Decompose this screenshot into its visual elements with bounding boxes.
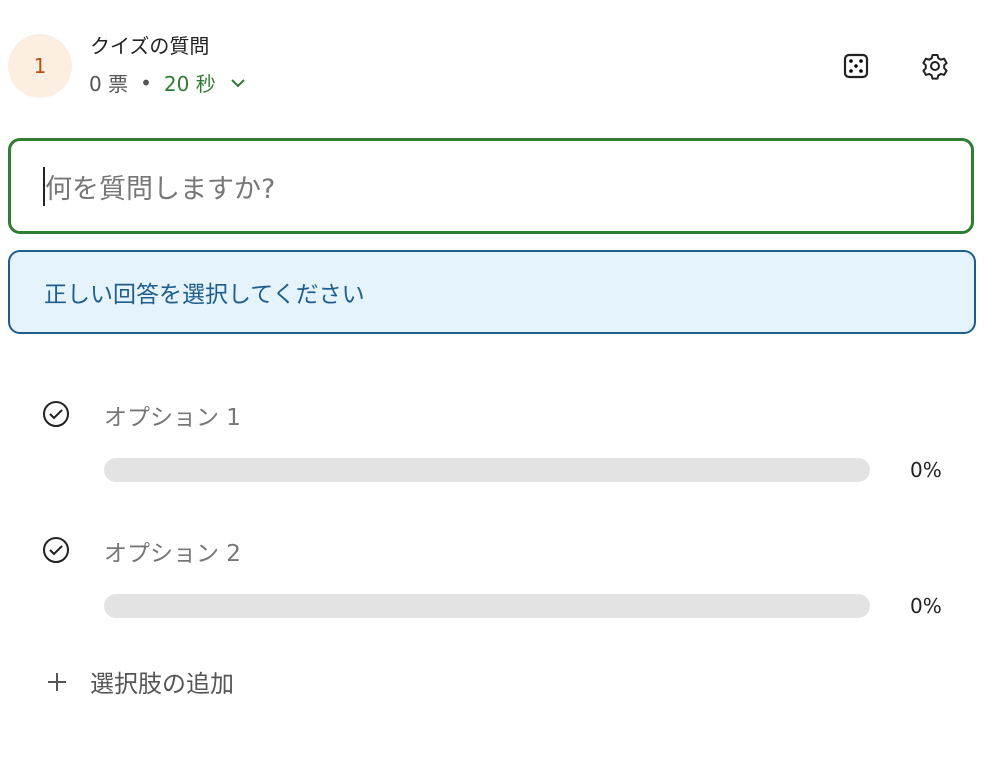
option-percent: 0% [910,458,942,482]
check-circle-icon[interactable] [42,536,70,564]
question-meta: 0 票 • 20 秒 [89,68,246,97]
dice-icon[interactable] [840,50,872,82]
question-placeholder: 何を質問しますか? [43,166,275,206]
timer-dropdown[interactable]: 20 秒 [164,68,246,97]
check-circle-icon[interactable] [42,400,70,428]
add-option-button[interactable]: 選択肢の追加 [46,664,234,699]
option-label[interactable]: オプション 1 [104,405,241,431]
question-number-badge: 1 [8,34,72,98]
vote-count: 0 票 [89,72,129,96]
timer-value: 20 秒 [163,72,216,96]
info-message: 正しい回答を選択してください [44,282,365,308]
plus-icon [48,672,66,691]
add-option-label: 選択肢の追加 [90,670,234,698]
chevron-down-icon [230,78,245,87]
info-banner: 正しい回答を選択してください [8,250,976,334]
gear-icon[interactable] [919,50,951,82]
question-type-title: クイズの質問 [90,34,210,58]
separator: • [140,70,152,95]
question-input[interactable]: 何を質問しますか? [8,138,974,234]
option-progress-bar [104,594,870,618]
option-percent: 0% [910,594,942,618]
option-label[interactable]: オプション 2 [104,541,241,567]
option-progress-bar [104,458,870,482]
